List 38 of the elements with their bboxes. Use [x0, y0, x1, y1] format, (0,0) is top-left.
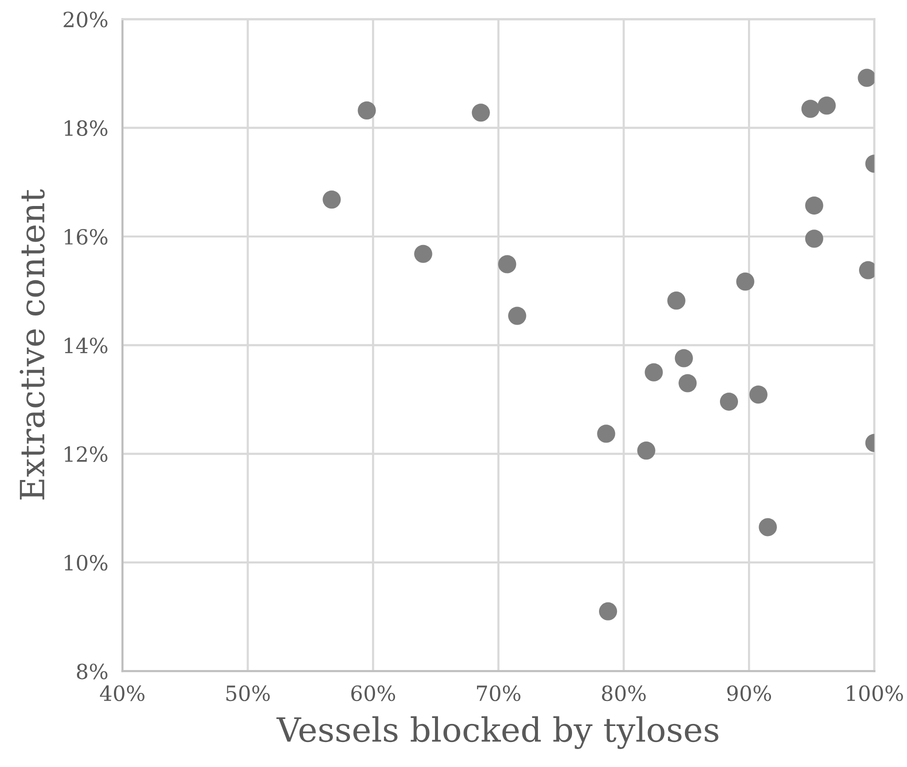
- point: [472, 104, 490, 122]
- point: [508, 306, 526, 325]
- point: [637, 441, 656, 460]
- point: [805, 230, 824, 248]
- point: [801, 100, 820, 118]
- x-tick-label: 70%: [476, 685, 520, 702]
- y-tick-label: 20%: [64, 12, 108, 28]
- y-axis-title: Extractive content: [20, 189, 45, 500]
- point: [749, 386, 768, 404]
- y-tick-label: 16%: [64, 228, 108, 245]
- point: [498, 255, 516, 274]
- x-tick-label: 60%: [351, 685, 396, 702]
- point: [758, 518, 777, 536]
- x-tick-label: 100%: [847, 685, 903, 702]
- point: [358, 101, 376, 120]
- point: [667, 292, 686, 310]
- point: [674, 349, 693, 368]
- x-tick-label: 40%: [100, 685, 144, 702]
- y-tick-label: 14%: [64, 338, 108, 354]
- x-tick-label: 80%: [602, 685, 646, 702]
- point: [720, 392, 738, 411]
- point: [818, 96, 836, 115]
- y-tick-label: 18%: [64, 120, 108, 136]
- point: [858, 68, 874, 87]
- y-tick-label: 8%: [76, 664, 108, 680]
- y-tick-label: 10%: [64, 554, 108, 571]
- point: [678, 374, 697, 392]
- point: [805, 196, 824, 215]
- x-axis-title: Vessels blocked by tyloses: [276, 716, 718, 750]
- point: [597, 424, 616, 443]
- point: [598, 602, 618, 620]
- point: [414, 244, 432, 263]
- x-tick-label: 50%: [226, 685, 270, 702]
- y-tick-label: 12%: [64, 446, 108, 462]
- point: [736, 272, 754, 291]
- point: [644, 363, 663, 382]
- point: [322, 190, 341, 209]
- x-tick-label: 90%: [727, 685, 772, 702]
